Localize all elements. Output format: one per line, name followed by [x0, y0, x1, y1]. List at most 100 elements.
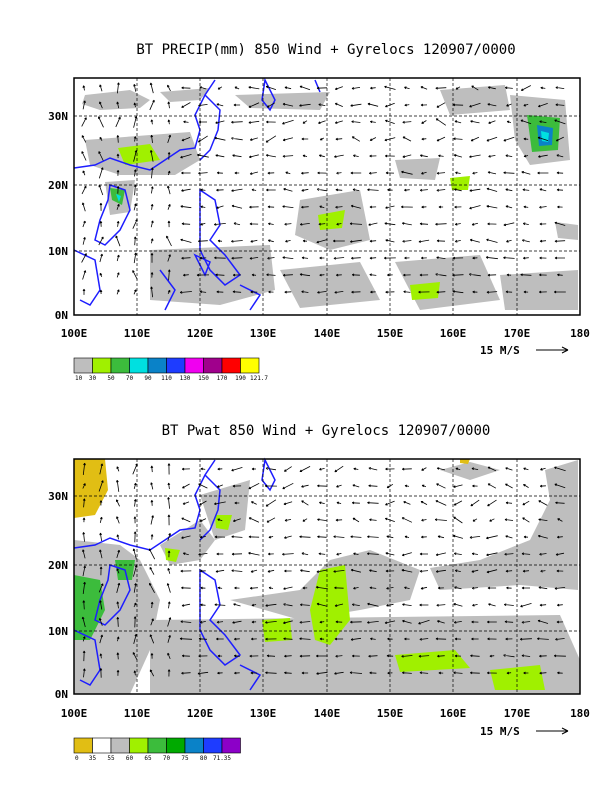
- wind-vector-arrow: [200, 569, 206, 573]
- wind-vector-arrow: [179, 637, 193, 641]
- colorbar-swatch: [73, 357, 93, 374]
- wind-vector-arrow: [282, 119, 294, 125]
- panel-2-xtick: 100E: [61, 707, 88, 720]
- wind-vector-arrow: [334, 586, 344, 590]
- wind-vector-arrow: [250, 290, 258, 294]
- colorbar-label: 75: [181, 755, 189, 762]
- colorbar-swatch: [73, 737, 93, 754]
- wind-vector-arrow: [167, 170, 171, 176]
- wind-vector-arrow: [82, 288, 86, 295]
- wind-vector-arrow: [469, 102, 481, 108]
- wind-vector-arrow: [487, 86, 496, 90]
- wind-vector-arrow: [81, 135, 87, 143]
- wind-vector-arrow: [554, 239, 566, 243]
- wind-vector-arrow: [150, 534, 154, 540]
- wind-vector-arrow: [99, 220, 103, 227]
- wind-vector-arrow: [386, 586, 394, 590]
- wind-vector-arrow: [486, 290, 498, 294]
- colorbar-label: 10: [75, 375, 83, 382]
- wind-vector-arrow: [180, 238, 192, 243]
- wind-vector-arrow: [437, 535, 445, 539]
- wind-vector-arrow: [319, 137, 324, 141]
- wind-vector-arrow: [352, 484, 360, 488]
- wind-vector-arrow: [453, 484, 463, 488]
- wind-vector-arrow: [217, 518, 223, 522]
- wind-vector-arrow: [167, 635, 171, 643]
- wind-vector-arrow: [420, 103, 428, 107]
- wind-vector-arrow: [82, 581, 86, 594]
- wind-vector-arrow: [115, 235, 121, 247]
- wind-vector-arrow: [248, 154, 259, 159]
- wind-vector-arrow: [334, 671, 344, 675]
- wind-vector-arrow: [265, 637, 277, 641]
- wind-vector-arrow: [506, 273, 512, 277]
- wind-vector-arrow: [452, 290, 464, 294]
- wind-vector-arrow: [384, 517, 395, 522]
- wind-vector-arrow: [556, 603, 563, 607]
- wind-vector-arrow: [486, 552, 498, 557]
- wind-vector-arrow: [385, 569, 395, 573]
- wind-vector-arrow: [366, 552, 379, 556]
- wind-vector-arrow: [350, 171, 362, 175]
- wind-vector-arrow: [251, 467, 256, 471]
- wind-vector-arrow: [150, 253, 154, 263]
- wind-vector-arrow: [232, 620, 242, 624]
- wind-vector-arrow: [539, 239, 547, 243]
- wind-vector-arrow: [167, 269, 171, 281]
- wind-vector-arrow: [554, 256, 565, 260]
- wind-vector-arrow: [538, 290, 547, 294]
- wind-vector-arrow: [283, 586, 293, 590]
- wind-vector-arrow: [385, 500, 395, 506]
- wind-vector-arrow: [133, 670, 137, 676]
- wind-vector-arrow: [318, 552, 326, 556]
- wind-vector-arrow: [98, 167, 104, 179]
- wind-vector-arrow: [217, 239, 223, 243]
- wind-vector-arrow: [523, 467, 529, 471]
- wind-vector-arrow: [452, 103, 464, 107]
- wind-vector-arrow: [487, 466, 497, 472]
- wind-vector-arrow: [167, 152, 171, 160]
- wind-vector-arrow: [196, 153, 209, 158]
- wind-vector-arrow: [402, 619, 412, 624]
- wind-vector-arrow: [198, 637, 208, 641]
- wind-vector-arrow: [217, 586, 223, 590]
- wind-vector-arrow: [116, 466, 120, 472]
- wind-vector-arrow: [334, 154, 344, 158]
- wind-vector-arrow: [370, 637, 376, 641]
- wind-vector-arrow: [216, 552, 224, 556]
- wind-vector-arrow: [283, 466, 292, 472]
- wind-vector-arrow: [133, 633, 138, 645]
- wind-vector-arrow: [336, 552, 342, 556]
- panel-1-xtick: 150E: [377, 327, 404, 340]
- wind-vector-arrow: [471, 586, 478, 590]
- wind-vector-arrow: [334, 637, 344, 641]
- wind-vector-arrow: [149, 99, 155, 111]
- wind-vector-arrow: [469, 188, 481, 192]
- wind-vector-arrow: [351, 273, 360, 277]
- wind-vector-arrow: [537, 619, 549, 624]
- wind-vector-arrow: [268, 535, 274, 539]
- wind-vector-arrow: [265, 154, 276, 158]
- wind-vector-arrow: [351, 290, 361, 294]
- wind-vector-arrow: [435, 273, 447, 277]
- wind-vector-arrow: [505, 637, 513, 641]
- wind-vector-arrow: [436, 171, 446, 175]
- wind-vector-arrow: [249, 171, 258, 175]
- wind-vector-arrow: [302, 586, 308, 590]
- wind-vector-arrow: [404, 103, 410, 107]
- wind-vector-arrow: [267, 569, 275, 573]
- wind-vector-arrow: [538, 500, 548, 506]
- wind-vector-arrow: [538, 518, 548, 521]
- wind-vector-arrow: [521, 654, 531, 658]
- wind-vector-arrow: [505, 501, 513, 505]
- colorbar-label: 65: [144, 755, 152, 762]
- wind-vector-arrow: [116, 534, 120, 540]
- wind-vector-arrow: [248, 535, 260, 539]
- wind-vector-arrow: [335, 273, 342, 277]
- wind-vector-arrow: [82, 237, 86, 245]
- wind-vector-arrow: [82, 220, 86, 228]
- wind-vector-arrow: [317, 171, 327, 175]
- wind-vector-arrow: [350, 204, 361, 209]
- wind-vector-arrow: [367, 501, 379, 505]
- wind-vector-arrow: [438, 154, 444, 158]
